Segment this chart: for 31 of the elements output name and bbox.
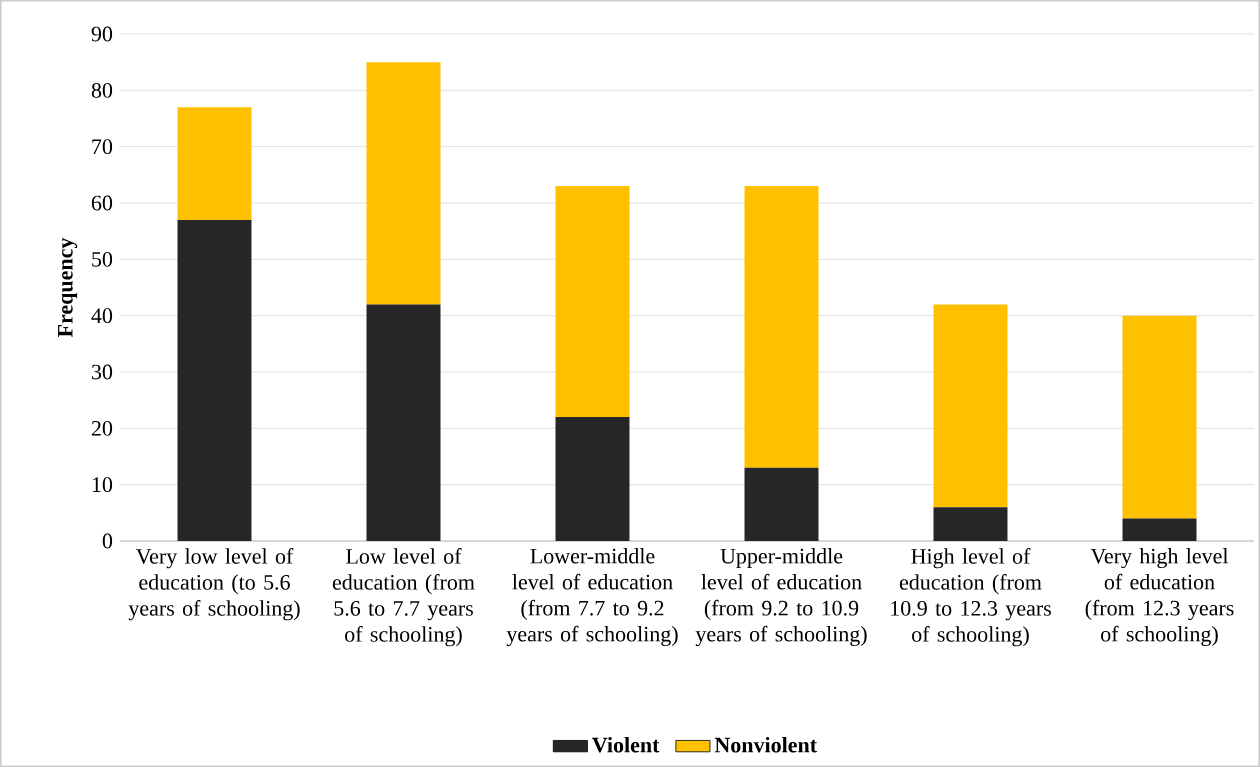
y-tick-label: 80 bbox=[91, 82, 113, 98]
bar bbox=[177, 219, 252, 541]
bar bbox=[555, 186, 630, 418]
y-tick-label: 70 bbox=[92, 139, 113, 155]
y-tick-label: 90 bbox=[91, 26, 113, 42]
y-tick-label: 40 bbox=[91, 308, 113, 324]
y-tick-label: 10 bbox=[92, 477, 113, 493]
y-tick-label: 0 bbox=[102, 533, 113, 549]
bar bbox=[1122, 315, 1197, 519]
bar bbox=[366, 62, 441, 305]
bar bbox=[177, 107, 252, 220]
bar bbox=[555, 417, 630, 541]
x-tick-label: Very high level of education (from 12.3 years of schooling) bbox=[1085, 548, 1234, 647]
legend-label: Nonviolent bbox=[714, 737, 817, 753]
y-tick-label: 50 bbox=[92, 251, 113, 267]
bar bbox=[1122, 518, 1197, 541]
y-axis-title: Frequency bbox=[58, 237, 78, 338]
y-tick-label: 30 bbox=[92, 364, 113, 380]
y-tick-label: 20 bbox=[91, 420, 113, 436]
bar bbox=[744, 186, 819, 468]
legend-label: Violent bbox=[592, 737, 660, 753]
y-tick-label: 60 bbox=[91, 195, 113, 211]
x-tick-label: Lower-middle level of education (from 7.7 to 9.2 years of schooling) bbox=[506, 548, 678, 647]
x-tick-label: Low level of education (from 5.6 to 7.7 years of schooling) bbox=[332, 548, 475, 647]
x-tick-label: High level of education (from 10.9 to 12.3 years of schooling) bbox=[891, 548, 1051, 647]
x-tick-label: Very low level of education (to 5.6 years of schooling) bbox=[128, 548, 300, 621]
bar bbox=[366, 304, 441, 541]
bar bbox=[933, 304, 1008, 508]
bar bbox=[744, 467, 819, 541]
bar bbox=[933, 507, 1008, 541]
x-tick-label: Upper-middle level of education (from 9.2 to 10.9 years of schooling) bbox=[695, 548, 867, 647]
